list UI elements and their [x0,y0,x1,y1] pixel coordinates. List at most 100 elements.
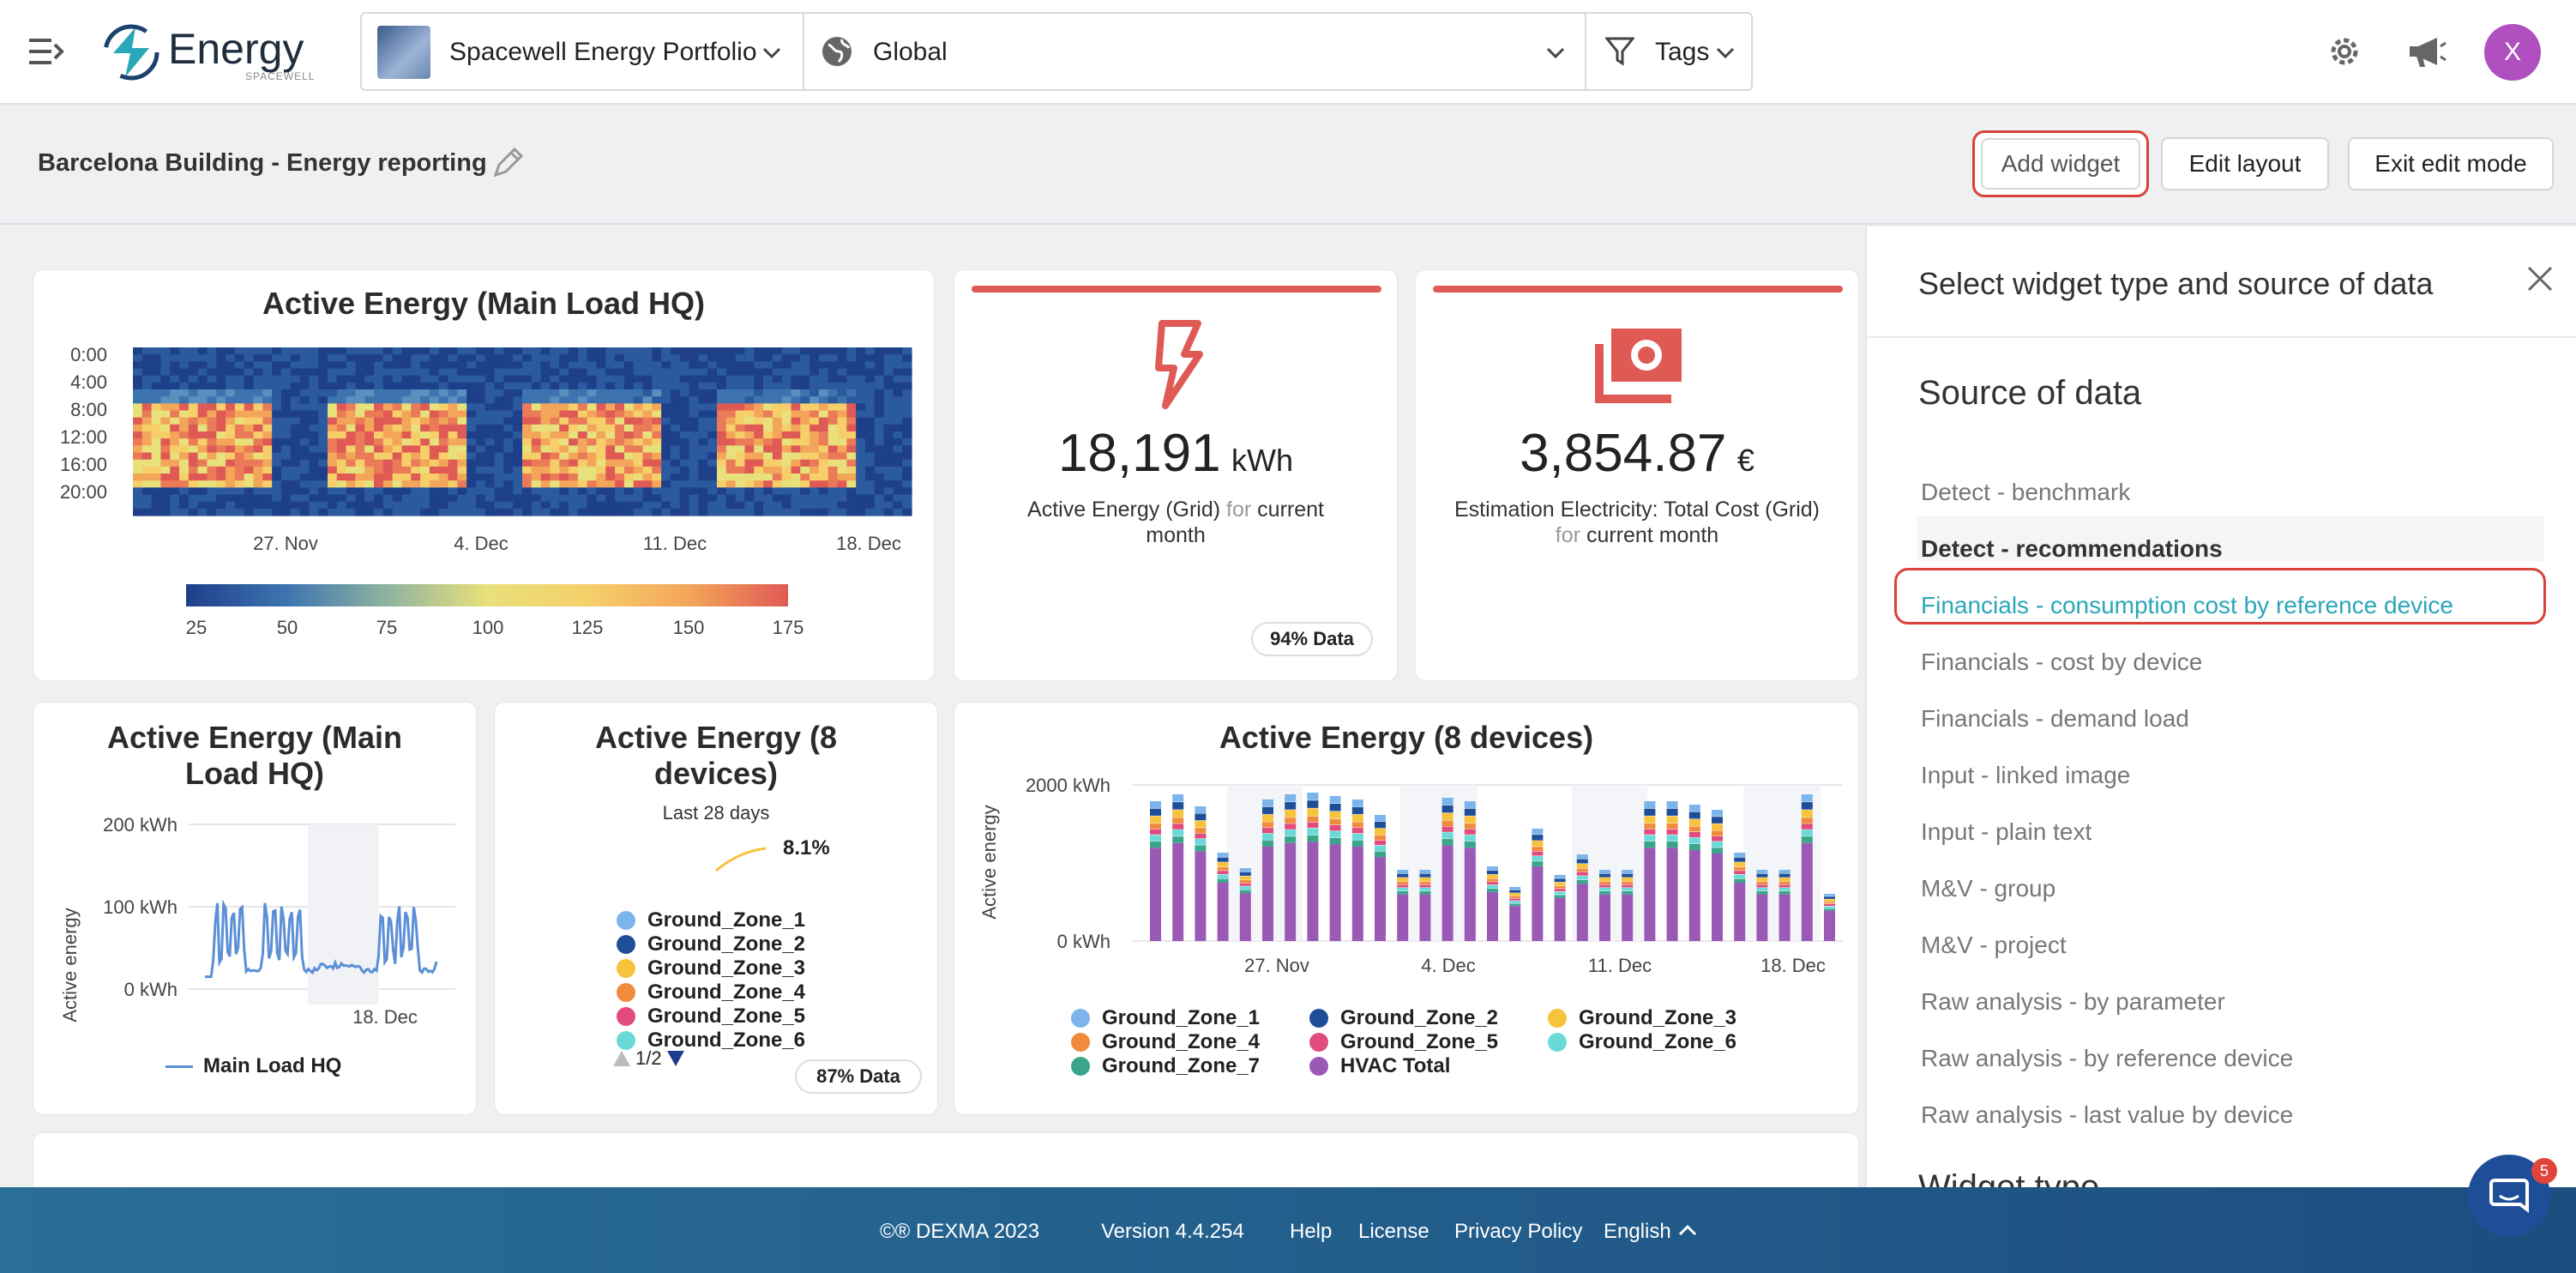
x-tick: 18. Dec [1760,955,1826,976]
source-item[interactable]: M&V - group [1921,875,2056,902]
legend-item[interactable]: HVAC Total [1309,1054,1450,1078]
heatmap-cell [670,459,681,468]
heatmap-cell [717,438,727,446]
heatmap-cell [216,361,226,370]
source-item[interactable]: M&V - project [1921,932,2067,958]
legend-item[interactable]: Ground_Zone_1 [1071,1006,1260,1030]
legend-item[interactable]: Main Load HQ [166,1054,341,1078]
footer-help-link[interactable]: Help [1290,1220,1333,1243]
heatmap-cell [382,417,394,425]
footer-license-link[interactable]: License [1358,1220,1429,1243]
bar-segment-ground-zone-6 [1599,887,1610,891]
heatmap-cell [540,403,551,412]
source-item[interactable]: Financials - consumption cost by referen… [1921,592,2453,618]
menu-toggle-icon[interactable] [26,34,67,69]
kpi-total-cost-widget[interactable]: 3,854.87 € Estimation Electricity: Total… [1415,269,1859,681]
edit-pencil-icon[interactable] [491,146,525,180]
legend-item[interactable]: Ground_Zone_6 [1548,1030,1736,1054]
scale-bar [186,584,788,606]
close-icon[interactable] [2525,264,2555,293]
heatmap-cell [494,431,504,439]
legend-item[interactable]: Ground_Zone_5 [1309,1030,1498,1054]
user-avatar[interactable]: X [2484,24,2541,81]
exit-edit-mode-button[interactable]: Exit edit mode [2348,137,2554,190]
heatmap-cell [280,354,292,362]
heatmap-cell [689,410,699,419]
bar-segment-ground-zone-7 [1150,842,1161,848]
heatmap-cell [411,431,421,439]
legend-item[interactable]: Ground_Zone_6 [617,1029,805,1053]
source-item[interactable]: Input - plain text [1921,818,2092,845]
heatmap-cell [151,480,162,488]
heatmap-cell [670,382,681,390]
legend-item[interactable]: Ground_Zone_3 [617,956,805,980]
source-item[interactable]: Raw analysis - by reference device [1921,1045,2294,1071]
heatmap-cell [197,410,208,419]
legend-swatch [617,1007,635,1026]
heatmap-cell [364,431,375,439]
announcements-megaphone-icon[interactable] [2406,34,2447,69]
heatmap-cell [587,361,598,370]
legend-label: Ground_Zone_3 [1579,1006,1737,1029]
heatmap-widget[interactable]: Active Energy (Main Load HQ) 0:00 4:00 8:0… [33,269,935,681]
source-item[interactable]: Raw analysis - by parameter [1921,988,2225,1015]
chevron-up-icon[interactable] [1677,1223,1698,1237]
heatmap-cell [290,347,301,355]
bar-segment-ground-zone-2 [1509,890,1521,893]
heatmap-cell [652,487,662,496]
heatmap-cell [810,452,820,461]
bar-segment-ground-zone-3 [1824,899,1835,902]
pager-prev-icon[interactable] [613,1051,630,1066]
app-logo[interactable]: Energy SPACEWELL [101,19,316,84]
bar-segment-ground-zone-2 [1195,813,1207,821]
heatmap-cell [438,474,449,481]
legend-item[interactable]: Ground_Zone_4 [1071,1030,1260,1054]
source-item[interactable]: Detect - recommendations [1921,535,2223,562]
legend-item[interactable]: Ground_Zone_1 [617,908,805,932]
heatmap-cell [494,445,504,454]
source-item[interactable]: Financials - cost by device [1921,649,2203,675]
heatmap-cell [818,466,829,474]
legend-item[interactable]: Ground_Zone_4 [617,980,805,1005]
sparkline-widget[interactable]: Active Energy (8 devices) Last 28 days 8… [494,702,938,1115]
heatmap-cell [800,445,810,454]
footer-privacy-link[interactable]: Privacy Policy [1454,1220,1583,1243]
line-chart-widget[interactable]: Active Energy (Main Load HQ) Active ener… [33,702,477,1115]
legend-item[interactable]: Ground_Zone_3 [1548,1006,1736,1030]
source-item[interactable]: Detect - benchmark [1921,479,2131,505]
legend-item[interactable]: Ground_Zone_2 [617,932,805,956]
bar-segment-ground-zone-1 [1351,799,1363,807]
heatmap-cell [503,347,514,355]
kpi-active-energy-widget[interactable]: 18,191 kWh Active Energy (Grid) for curr… [954,269,1398,681]
heatmap-cell [513,466,523,474]
legend-item[interactable]: Ground_Zone_2 [1309,1006,1498,1030]
language-selector[interactable]: English [1604,1220,1671,1243]
heatmap-cell [874,354,885,362]
heatmap-cell [494,389,504,397]
pager-next-icon[interactable] [666,1051,684,1066]
heatmap-cell [253,466,263,474]
legend-item[interactable]: Ground_Zone_7 [1071,1054,1260,1078]
add-widget-button[interactable]: Add widget [1972,130,2149,197]
source-item[interactable]: Financials - demand load [1921,705,2189,732]
source-item[interactable]: Input - linked image [1921,762,2131,788]
heatmap-cell [633,431,644,439]
heatmap-cell [754,438,764,446]
heatmap-cell [309,501,319,510]
location-selector[interactable]: Global [804,14,1586,89]
heatmap-cell [494,501,504,510]
heatmap-cell [234,466,245,474]
heatmap-cell [707,445,718,454]
source-item[interactable]: Raw analysis - last value by device [1921,1101,2294,1128]
tags-filter[interactable]: Tags [1586,14,1753,89]
heatmap-cell [216,424,226,432]
portfolio-selector[interactable]: Spacewell Energy Portfolio [362,14,804,89]
bar-segment-hvac-total [1419,894,1431,941]
heatmap-cell [577,361,588,370]
settings-gear-icon[interactable] [2326,33,2363,70]
stacked-bar-widget[interactable]: Active Energy (8 devices) Active energy … [954,702,1859,1115]
edit-layout-button[interactable]: Edit layout [2161,137,2329,190]
heatmap-cell [197,424,208,432]
heatmap-cell [197,368,208,377]
legend-item[interactable]: Ground_Zone_5 [617,1005,805,1029]
